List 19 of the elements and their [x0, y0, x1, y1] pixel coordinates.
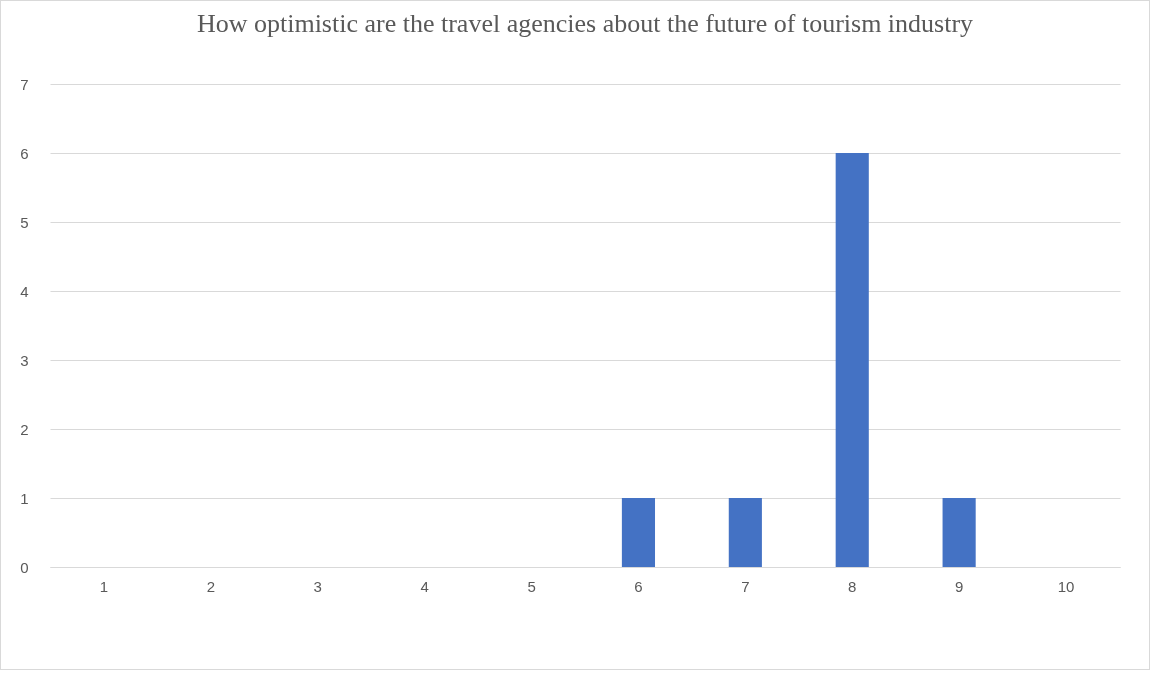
- x-tick-label: 7: [741, 577, 750, 595]
- y-tick-label: 1: [20, 489, 29, 507]
- x-tick-label: 9: [954, 577, 964, 595]
- y-tick-label: 0: [20, 558, 29, 576]
- x-tick-label: 1: [99, 577, 109, 595]
- x-tick-label: 4: [420, 577, 429, 595]
- x-tick-label: 2: [206, 577, 216, 595]
- x-tick-label: 8: [848, 577, 857, 595]
- y-tick-label: 7: [20, 75, 29, 93]
- y-tick-label: 5: [20, 213, 29, 231]
- x-tick-label: 3: [313, 577, 322, 595]
- x-tick-label: 10: [1057, 577, 1075, 595]
- y-tick-label: 3: [20, 351, 29, 369]
- x-tick-label: 5: [527, 577, 536, 595]
- chart-title: How optimistic are the travel agencies about the future of tourism industry: [196, 9, 974, 38]
- y-tick-label: 6: [20, 144, 29, 162]
- x-tick-label: 6: [634, 577, 643, 595]
- y-tick-label: 4: [20, 282, 29, 300]
- y-tick-label: 2: [20, 420, 29, 438]
